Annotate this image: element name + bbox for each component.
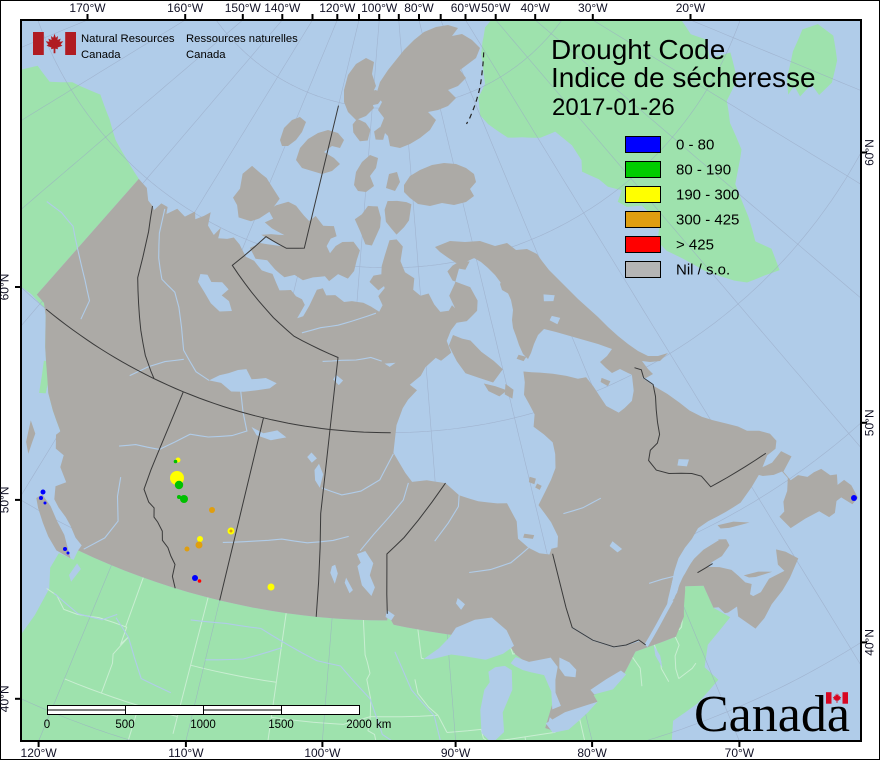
svg-text:0: 0 — [44, 719, 50, 731]
svg-text:km: km — [376, 719, 391, 731]
svg-text:70°W: 70°W — [725, 746, 755, 760]
svg-text:500: 500 — [115, 719, 134, 731]
svg-text:100°W: 100°W — [361, 1, 398, 15]
svg-text:> 425: > 425 — [676, 237, 714, 254]
svg-text:0 - 80: 0 - 80 — [676, 137, 714, 154]
svg-text:Natural Resources: Natural Resources — [81, 33, 175, 45]
svg-text:90°W: 90°W — [441, 746, 471, 760]
svg-text:2017-01-26: 2017-01-26 — [552, 94, 675, 121]
svg-text:190 - 300: 190 - 300 — [676, 187, 739, 204]
svg-text:120°W: 120°W — [319, 1, 356, 15]
svg-text:50°W: 50°W — [481, 1, 511, 15]
svg-text:110°W: 110°W — [168, 746, 204, 760]
svg-text:40°W: 40°W — [520, 1, 550, 15]
svg-text:Canada: Canada — [694, 686, 850, 743]
svg-text:120°W: 120°W — [21, 746, 58, 760]
svg-text:Indice de sécheresse: Indice de sécheresse — [551, 62, 816, 93]
svg-text:60°N: 60°N — [0, 274, 12, 301]
svg-text:80°W: 80°W — [577, 746, 607, 760]
svg-text:60°N: 60°N — [863, 139, 877, 166]
svg-text:Drought Code: Drought Code — [551, 34, 725, 65]
svg-text:300 - 425: 300 - 425 — [676, 212, 739, 229]
svg-text:150°W: 150°W — [225, 1, 262, 15]
svg-text:140°W: 140°W — [264, 1, 301, 15]
svg-text:80°W: 80°W — [404, 1, 434, 15]
svg-text:40°N: 40°N — [863, 629, 877, 656]
svg-text:160°W: 160°W — [167, 1, 204, 15]
svg-text:50°N: 50°N — [0, 486, 12, 513]
svg-text:Nil / s.o.: Nil / s.o. — [676, 262, 730, 279]
svg-text:Canada: Canada — [81, 49, 121, 61]
svg-text:Ressources naturelles: Ressources naturelles — [186, 33, 298, 45]
svg-text:40°N: 40°N — [0, 685, 12, 712]
svg-text:50°N: 50°N — [863, 409, 877, 436]
svg-text:80 - 190: 80 - 190 — [676, 162, 731, 179]
svg-text:2000: 2000 — [346, 719, 372, 731]
svg-text:170°W: 170°W — [69, 1, 106, 15]
svg-text:60°W: 60°W — [451, 1, 481, 15]
svg-text:30°W: 30°W — [578, 1, 608, 15]
svg-text:Canada: Canada — [186, 49, 226, 61]
svg-text:100°W: 100°W — [304, 746, 341, 760]
svg-text:1000: 1000 — [190, 719, 216, 731]
svg-text:20°W: 20°W — [676, 1, 706, 15]
svg-text:1500: 1500 — [268, 719, 294, 731]
